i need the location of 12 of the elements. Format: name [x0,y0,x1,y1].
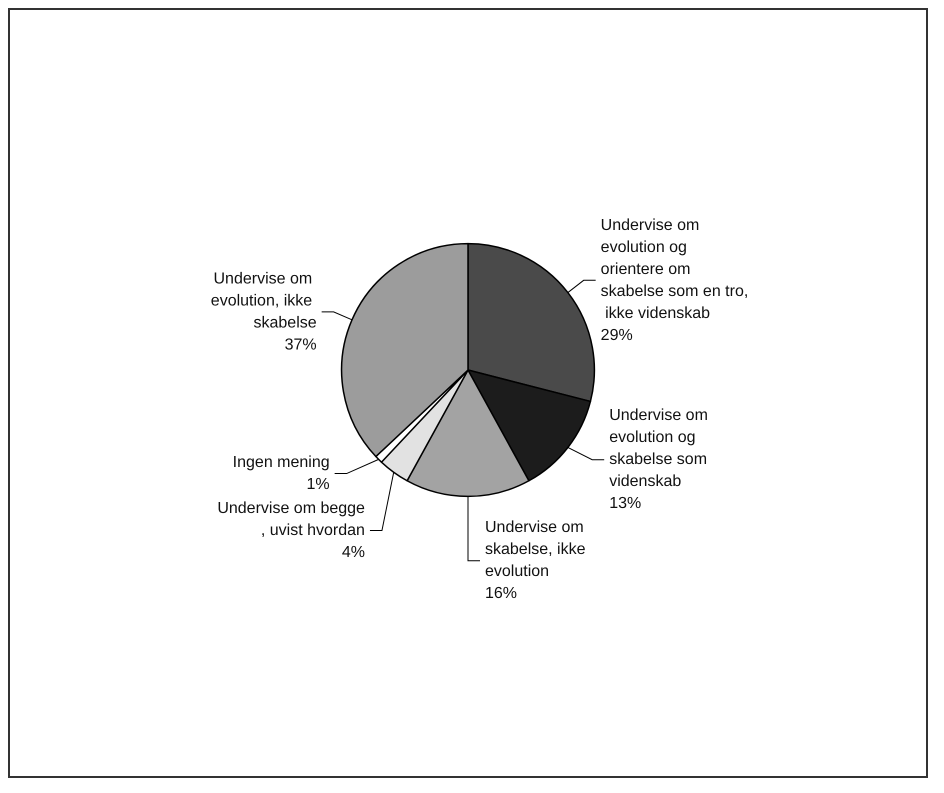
data-label: 4% [342,544,365,562]
data-label: 16% [485,585,518,602]
data-label: 1% [306,476,330,494]
data-label: 37% [284,336,317,354]
slice-label: Undervise om evolution og skabelse som videnskab [609,407,712,490]
slice-label: Undervise om evolution, ikke skabelse [210,270,317,332]
slice-label: Ingen mening [232,454,330,472]
slice-label: Undervise om skabelse, ikke evolution [485,519,590,580]
data-label: 13% [609,495,642,512]
slice-label: Undervise om begge, uvist hvordan [217,500,366,540]
data-label: 29% [600,326,633,344]
slice-label: Undervise om evolution og orientere om skabelse som en tro, ikke videnskab [600,216,748,322]
